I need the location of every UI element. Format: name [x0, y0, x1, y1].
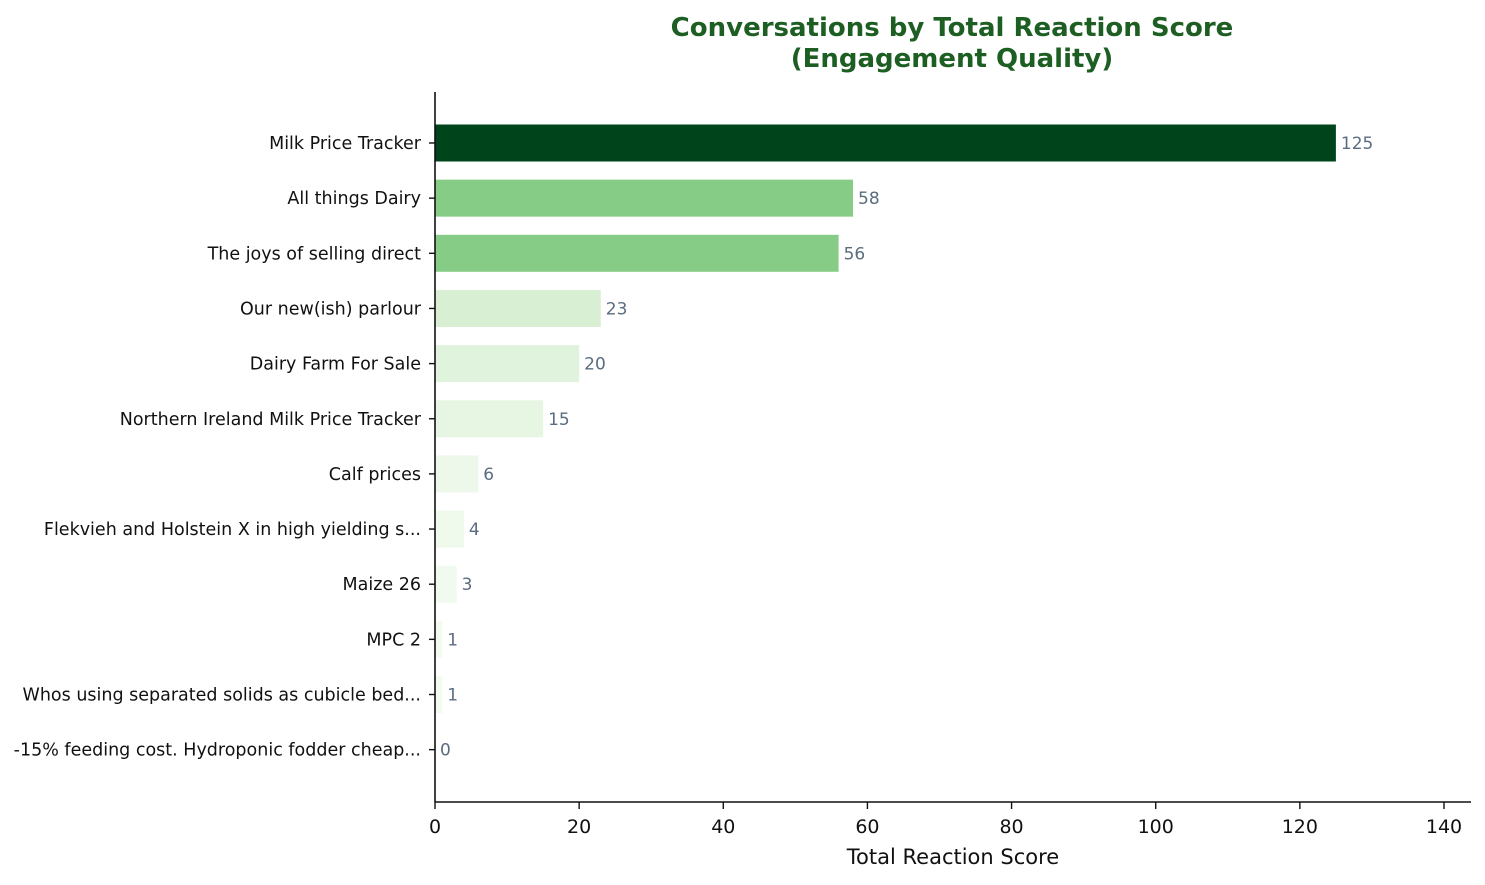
- x-axis-title: Total Reaction Score: [846, 845, 1059, 869]
- x-tick-label: 40: [711, 816, 735, 838]
- bar: [435, 676, 443, 713]
- bar: [435, 179, 854, 217]
- value-label: 3: [462, 575, 473, 595]
- bar: [435, 510, 464, 548]
- bar: [435, 289, 601, 327]
- x-ticks-group: 0 20 40 60 80 100 120 140: [429, 802, 1462, 838]
- value-label: 1: [447, 630, 458, 650]
- bar: [435, 620, 443, 658]
- value-label: 23: [606, 299, 628, 319]
- bar: [435, 565, 457, 603]
- category-label: -15% feeding cost. Hydroponic fodder che…: [14, 741, 421, 761]
- value-label: 1: [447, 686, 458, 706]
- category-labels-group: Milk Price Tracker All things Dairy The jo…: [14, 134, 435, 761]
- category-label: Maize 26: [343, 575, 421, 595]
- chart-subtitle: (Engagement Quality): [791, 44, 1114, 74]
- value-label: 58: [858, 189, 880, 209]
- x-tick-label: 80: [999, 816, 1023, 838]
- bar: [435, 234, 839, 272]
- value-label: 15: [548, 410, 570, 430]
- value-label: 6: [483, 465, 494, 485]
- value-label: 56: [844, 244, 866, 264]
- x-tick-label: 0: [429, 816, 441, 838]
- value-label: 20: [584, 355, 606, 375]
- value-label: 125: [1341, 134, 1373, 154]
- bar: [435, 400, 544, 438]
- bar: [435, 124, 1336, 162]
- category-label: Milk Price Tracker: [269, 134, 422, 154]
- value-labels-group: 125 58 56 23 20 15 6 4 3 1 1 0: [440, 134, 1373, 761]
- bar: [435, 345, 580, 383]
- bar: [435, 455, 479, 493]
- category-label: MPC 2: [366, 630, 421, 650]
- category-label: Whos using separated solids as cubicle b…: [23, 686, 421, 706]
- category-label: Calf prices: [329, 465, 421, 485]
- category-label: All things Dairy: [287, 189, 421, 209]
- category-label: Northern Ireland Milk Price Tracker: [120, 410, 422, 430]
- category-label: Dairy Farm For Sale: [250, 355, 421, 375]
- value-label: 0: [440, 741, 451, 761]
- bars-group: [435, 124, 1336, 713]
- x-tick-label: 120: [1282, 816, 1318, 838]
- category-label: The joys of selling direct: [207, 244, 422, 264]
- x-tick-label: 60: [855, 816, 879, 838]
- category-label: Our new(ish) parlour: [240, 299, 422, 319]
- value-label: 4: [469, 520, 480, 540]
- chart-title: Conversations by Total Reaction Score: [671, 13, 1234, 43]
- x-tick-label: 20: [567, 816, 591, 838]
- category-label: Flekvieh and Holstein X in high yielding…: [44, 520, 421, 540]
- x-tick-label: 140: [1426, 816, 1462, 838]
- x-tick-label: 100: [1138, 816, 1174, 838]
